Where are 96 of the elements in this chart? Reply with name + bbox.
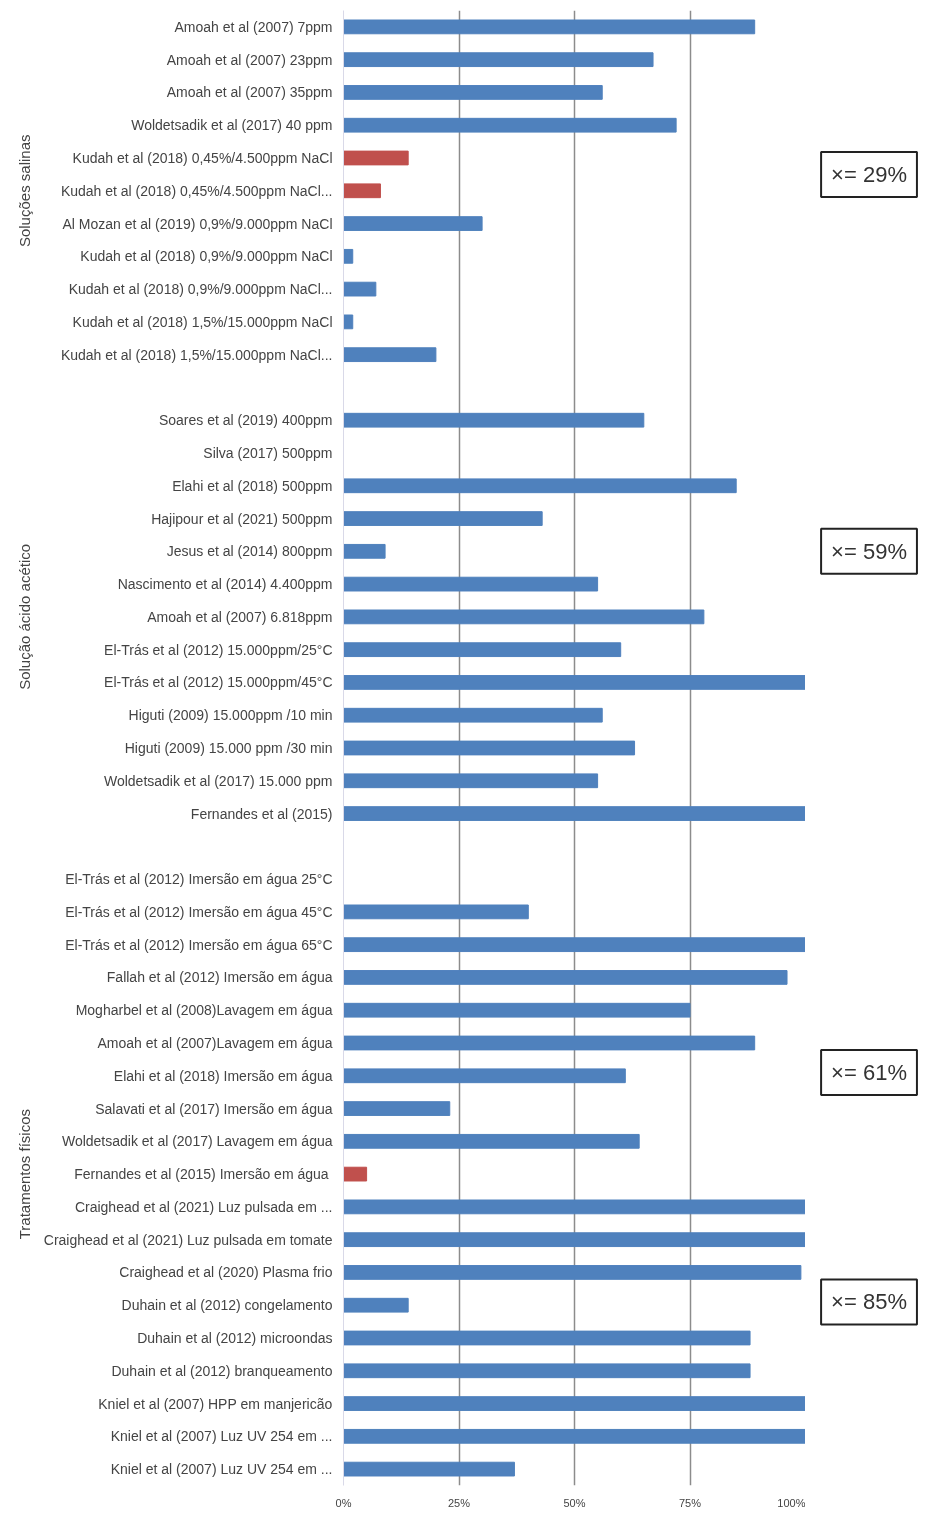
bar (343, 85, 603, 100)
x-tick-label: 0% (335, 1496, 352, 1509)
text: Solução ácido acético (16, 543, 33, 690)
y-tick-label: Nascimento et al (2014) 4.400ppm (117, 576, 333, 593)
bar (343, 806, 805, 821)
y-tick-label: Fernandes et al (2015) (190, 805, 333, 822)
bar (343, 248, 354, 264)
bar (343, 150, 409, 166)
bar (343, 347, 437, 363)
bar (343, 543, 386, 559)
y-tick-label: Kniel et al (2007) Luz UV 254 em ... (110, 1428, 333, 1445)
y-tick-label: Kudah et al (2018) 0,9%/9.000ppm NaCl (80, 248, 333, 265)
y-tick-label: Kudah et al (2018) 0,45%/4.500ppm NaCl (72, 150, 333, 166)
bar (343, 1133, 640, 1149)
bar (343, 576, 599, 592)
bar (343, 740, 636, 756)
y-tick-label: Mogharbel et al (2008)Lavagem em água (75, 1002, 333, 1019)
bar (343, 1199, 805, 1215)
bar (343, 117, 677, 133)
y-tick-label: Kudah et al (2018) 1,5%/15.000ppm NaCl (72, 313, 333, 330)
bar (343, 707, 603, 723)
bar (343, 412, 645, 428)
bar (343, 1461, 515, 1477)
y-tick-label: Fernandes et al (2015) Imersão em água (74, 1166, 329, 1183)
bar (343, 1297, 409, 1313)
bar (343, 1265, 802, 1280)
text: ×= 61% (831, 1060, 907, 1085)
bar (343, 1068, 626, 1084)
bar (343, 1363, 751, 1379)
bar (343, 1232, 805, 1248)
text: Tratamentos físicos (16, 1108, 33, 1240)
y-tick-label: Kniel et al (2007) Luz UV 254 em ... (110, 1461, 333, 1478)
x-tick-label: 100% (777, 1496, 806, 1509)
y-tick-label: El-Trás et al (2012) 15.000ppm/45°C (104, 674, 333, 691)
text: ×= 29% (831, 161, 907, 187)
bar (343, 183, 381, 199)
y-tick-label: Kudah et al (2018) 0,9%/9.000ppm NaCl... (68, 281, 333, 298)
y-tick-label: Craighead et al (2021) Luz pulsada em ... (74, 1198, 333, 1215)
y-tick-label: Elahi et al (2018) Imersão em água (113, 1067, 333, 1084)
y-tick-label: Higuti (2009) 15.000ppm /10 min (128, 707, 333, 724)
y-tick-label: Higuti (2009) 15.000 ppm /30 min (124, 740, 333, 756)
y-tick-label: Elahi et al (2018) 500ppm (172, 477, 333, 494)
bar (343, 478, 737, 494)
y-tick-label: Hajipour et al (2021) 500ppm (151, 510, 333, 527)
bar (343, 314, 354, 330)
y-tick-label: Amoah et al (2007) 6.818ppm (147, 608, 333, 625)
y-tick-label: El-Trás et al (2012) Imersão em água 45°C (65, 903, 333, 920)
y-tick-label: Fallah et al (2012) Imersão em água (106, 969, 333, 986)
bar (343, 970, 788, 985)
bar (343, 1330, 751, 1346)
bar (343, 904, 529, 920)
y-tick-label: Al Mozan et al (2019) 0,9%/9.000ppm NaCl (62, 215, 333, 232)
bar (343, 52, 654, 68)
y-tick-label: Craighead et al (2021) Luz pulsada em tomate (43, 1231, 333, 1248)
bar (343, 937, 805, 953)
bar (343, 609, 705, 625)
y-tick-label: Kniel et al (2007) HPP em manjericão (98, 1395, 333, 1412)
y-tick-label: Duhain et al (2012) microondas (137, 1330, 333, 1346)
y-tick-label: Craighead et al (2020) Plasma frio (119, 1264, 333, 1281)
bar (343, 1428, 805, 1444)
y-tick-label: Soares et al (2019) 400ppm (158, 412, 333, 429)
y-tick-label: Woldetsadik et al (2017) 15.000 ppm (103, 772, 333, 789)
bar (343, 1002, 691, 1018)
y-tick-label: Duhain et al (2012) congelamento (121, 1297, 333, 1314)
bar (343, 1035, 756, 1051)
x-tick-label: 25% (447, 1496, 471, 1509)
x-tick-label: 50% (563, 1496, 586, 1509)
bar (343, 1396, 805, 1411)
y-tick-label: Jesus et al (2014) 800ppm (166, 543, 333, 560)
y-tick-label: Salavati et al (2017) Imersão em água (95, 1100, 333, 1117)
bar (343, 216, 483, 231)
bar (343, 642, 622, 658)
text: ×= 85% (831, 1289, 907, 1315)
y-tick-label: El-Trás et al (2012) Imersão em água 25°C (65, 871, 333, 888)
bar (343, 511, 543, 526)
y-tick-label: Amoah et al (2007)Lavagem em água (97, 1035, 333, 1051)
y-tick-label: Amoah et al (2007) 7ppm (174, 18, 333, 35)
y-tick-label: Silva (2017) 500ppm (203, 445, 333, 461)
bar (343, 1101, 451, 1116)
y-tick-label: Amoah et al (2007) 35ppm (166, 84, 333, 101)
bar (343, 19, 756, 35)
y-tick-label: Woldetsadik et al (2017) Lavagem em água (61, 1133, 333, 1150)
y-tick-label: Woldetsadik et al (2017) 40 ppm (131, 117, 333, 134)
bar (343, 1166, 368, 1182)
bar (343, 773, 599, 789)
y-tick-label: Kudah et al (2018) 1,5%/15.000ppm NaCl... (60, 346, 333, 363)
y-tick-label: Amoah et al (2007) 23ppm (166, 51, 333, 68)
x-tick-label: 75% (678, 1496, 702, 1509)
y-tick-label: Kudah et al (2018) 0,45%/4.500ppm NaCl... (60, 182, 333, 199)
text: ×= 59% (831, 538, 907, 564)
y-tick-label: El-Trás et al (2012) 15.000ppm/25°C (104, 641, 333, 658)
y-tick-label: El-Trás et al (2012) Imersão em água 65°C (65, 936, 333, 953)
bar (343, 281, 377, 297)
bar (343, 675, 805, 690)
y-tick-label: Duhain et al (2012) branqueamento (111, 1362, 333, 1379)
text: Soluções salinas (16, 134, 33, 248)
